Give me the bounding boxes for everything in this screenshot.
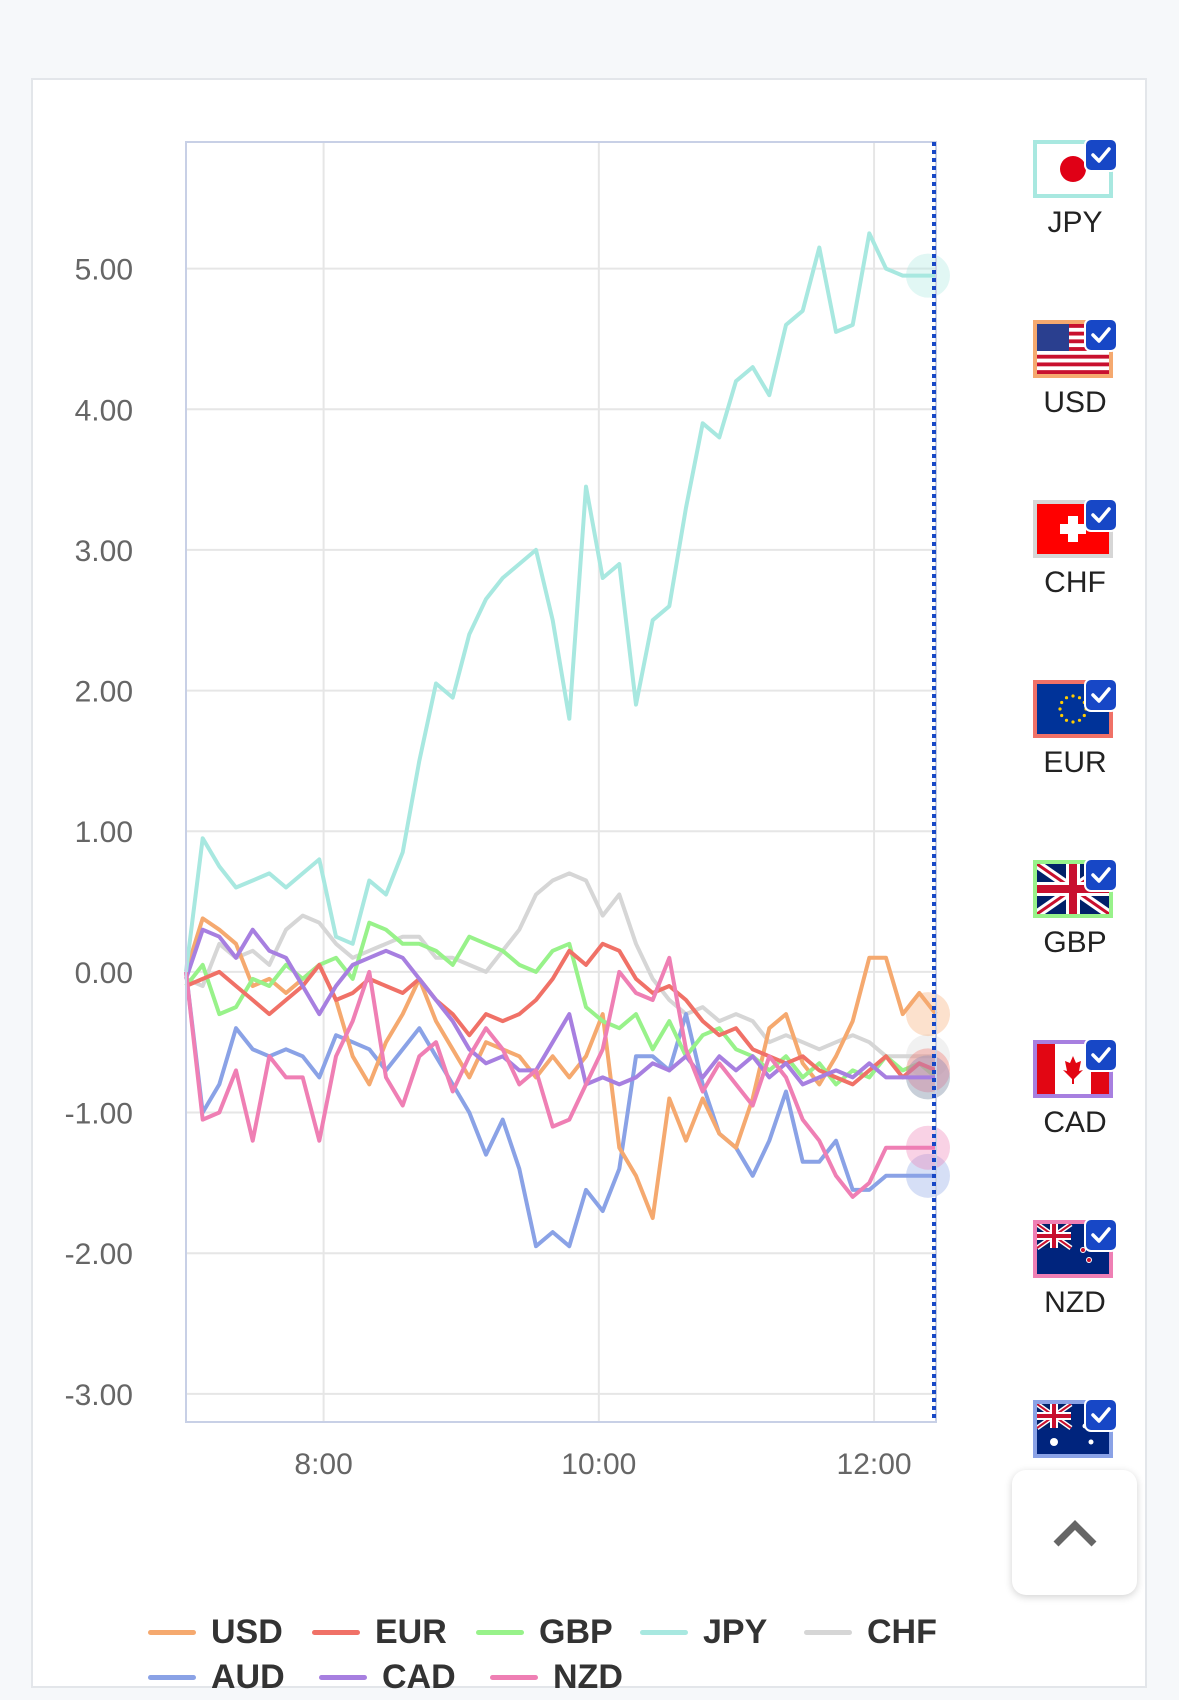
legend-label: GBP (539, 1613, 613, 1651)
legend-item-gbp[interactable]: GBP (476, 1613, 640, 1652)
y-tick-label: -2.00 (65, 1238, 133, 1271)
currency-code-label: JPY (1047, 206, 1103, 239)
legend-swatch (804, 1630, 852, 1635)
checkbox-checked-icon[interactable] (1084, 498, 1118, 532)
legend-label: AUD (211, 1658, 285, 1696)
currency-code-label: EUR (1043, 746, 1107, 779)
legend-label: NZD (553, 1658, 623, 1696)
legend-label: CHF (867, 1613, 937, 1651)
x-tick-label: 8:00 (294, 1448, 352, 1481)
currency-code-label: GBP (1043, 926, 1107, 959)
series-line-chf (185, 871, 936, 1059)
checkbox-checked-icon[interactable] (1084, 1038, 1118, 1072)
legend-row: USD EUR GBP JPY CHF (148, 1610, 968, 1655)
checkbox-checked-icon[interactable] (1084, 1398, 1118, 1432)
legend-swatch (476, 1630, 524, 1635)
currency-toggle-usd[interactable]: USD (1020, 318, 1130, 498)
series-line-jpy (184, 231, 936, 973)
legend-row: AUD CAD NZD (148, 1655, 968, 1700)
series-line-nzd (184, 955, 936, 1199)
checkbox-checked-icon[interactable] (1084, 138, 1118, 172)
series-line-gbp (184, 920, 938, 1087)
strength-chart: 5.00 4.00 3.00 2.00 1.00 0.00 -1.00 -2.00 -3.00 8… (65, 141, 950, 1481)
y-tick-label: 0.00 (75, 957, 133, 990)
series-line-cad (184, 927, 936, 1087)
y-tick-label: 2.00 (75, 676, 133, 709)
x-tick-label: 12:00 (837, 1448, 912, 1481)
legend-swatch (640, 1630, 688, 1635)
currency-code-label: CHF (1044, 566, 1106, 599)
legend-swatch (148, 1675, 196, 1680)
series-layer (184, 231, 950, 1249)
series-end-marker-aud (906, 1153, 950, 1198)
currency-toggle-nzd[interactable]: NZD (1020, 1218, 1130, 1398)
grid-layer (186, 142, 936, 1422)
legend-label: JPY (703, 1613, 768, 1651)
currency-toggle-eur[interactable]: EUR (1020, 678, 1130, 858)
currency-toggle-cad[interactable]: CAD (1020, 1038, 1130, 1218)
legend-swatch (490, 1675, 538, 1680)
y-tick-label: 5.00 (75, 254, 133, 287)
currency-toggle-chf[interactable]: CHF (1020, 498, 1130, 678)
y-tick-label: 1.00 (75, 816, 133, 849)
legend-label: EUR (375, 1613, 447, 1651)
legend-item-cad[interactable]: CAD (319, 1658, 490, 1697)
legend-item-chf[interactable]: CHF (804, 1613, 968, 1652)
legend-label: USD (211, 1613, 283, 1651)
checkbox-checked-icon[interactable] (1084, 1218, 1118, 1252)
currency-code-label: NZD (1044, 1286, 1106, 1319)
canada-flag-icon (1033, 1040, 1113, 1098)
axis-layer: 5.00 4.00 3.00 2.00 1.00 0.00 -1.00 -2.00 -3.00 8… (65, 141, 937, 1481)
legend-swatch (312, 1630, 360, 1635)
checkbox-checked-icon[interactable] (1084, 318, 1118, 352)
legend-swatch (148, 1630, 196, 1635)
series-end-marker-usd (906, 992, 950, 1037)
series-end-marker-nzd (906, 1125, 950, 1170)
currency-toggle-gbp[interactable]: GBP (1020, 858, 1130, 1038)
plot-border (185, 141, 937, 1423)
x-tick-label: 10:00 (561, 1448, 636, 1481)
y-tick-label: 4.00 (75, 394, 133, 427)
legend-swatch (319, 1675, 367, 1680)
checkbox-checked-icon[interactable] (1084, 678, 1118, 712)
series-end-marker-jpy (906, 253, 950, 298)
series-line-aud (184, 971, 936, 1249)
y-tick-label: 3.00 (75, 535, 133, 568)
legend-item-eur[interactable]: EUR (312, 1613, 476, 1652)
y-tick-label: -1.00 (65, 1098, 133, 1131)
chevron-up-icon (1053, 1520, 1097, 1547)
series-end-marker-cad (906, 1055, 950, 1100)
currency-code-label: CAD (1043, 1106, 1107, 1139)
y-tick-label: -3.00 (65, 1379, 133, 1412)
legend-item-aud[interactable]: AUD (148, 1658, 319, 1697)
series-line-eur (185, 941, 937, 1087)
scroll-to-top-button[interactable] (1012, 1470, 1137, 1595)
legend-item-nzd[interactable]: NZD (490, 1658, 661, 1697)
legend-item-jpy[interactable]: JPY (640, 1613, 804, 1652)
legend-item-usd[interactable]: USD (148, 1613, 312, 1652)
us-flag-icon (1033, 320, 1113, 378)
legend-label: CAD (382, 1658, 456, 1696)
chart-card: 5.00 4.00 3.00 2.00 1.00 0.00 -1.00 -2.00 -3.00 8… (31, 78, 1147, 1696)
series-end-marker-eur (906, 1048, 950, 1093)
checkbox-checked-icon[interactable] (1084, 858, 1118, 892)
chart-legend: USD EUR GBP JPY CHF AUD CAD NZD (148, 1610, 968, 1700)
currency-toggle-jpy[interactable]: JPY (1020, 138, 1130, 318)
currency-code-label: USD (1043, 386, 1107, 419)
